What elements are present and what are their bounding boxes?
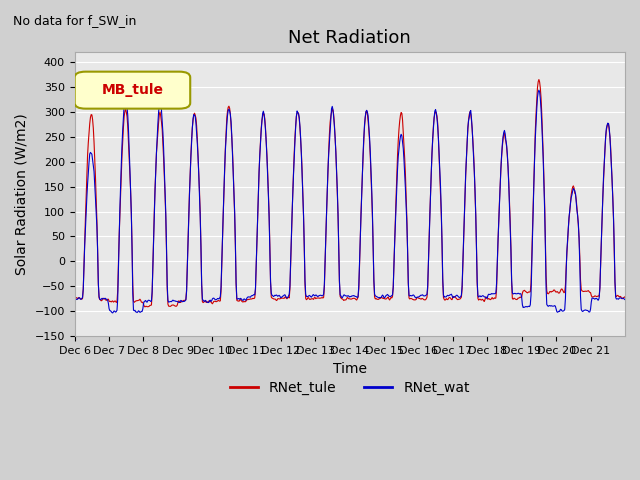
RNet_tule [438,242,446,248]
Text: No data for f_SW_in: No data for f_SW_in [13,14,136,27]
RNet_wat [621,297,629,302]
RNet_tule [141,304,149,310]
RNet_wat [535,87,543,93]
RNet_tule [264,190,272,195]
FancyBboxPatch shape [75,72,190,108]
RNet_tule [621,294,629,300]
RNet_wat [136,310,144,315]
X-axis label: Time: Time [333,361,367,376]
Line: RNet_wat: RNet_wat [75,90,625,313]
RNet_tule [237,298,245,303]
RNet_tule [136,297,143,303]
RNet_wat [438,240,446,245]
Text: MB_tule: MB_tule [101,83,163,97]
RNet_wat [407,293,415,299]
RNet_tule [535,77,543,83]
RNet_wat [71,296,79,302]
Y-axis label: Solar Radiation (W/m2): Solar Radiation (W/m2) [15,113,29,275]
RNet_wat [264,192,272,198]
Title: Net Radiation: Net Radiation [289,29,412,48]
RNet_tule [71,296,79,301]
Legend: RNet_tule, RNet_wat: RNet_tule, RNet_wat [225,375,476,400]
RNet_tule [285,295,293,301]
RNet_tule [407,296,415,301]
RNet_wat [285,291,293,297]
RNet_wat [237,296,245,301]
Line: RNet_tule: RNet_tule [75,80,625,307]
RNet_wat [109,310,116,316]
